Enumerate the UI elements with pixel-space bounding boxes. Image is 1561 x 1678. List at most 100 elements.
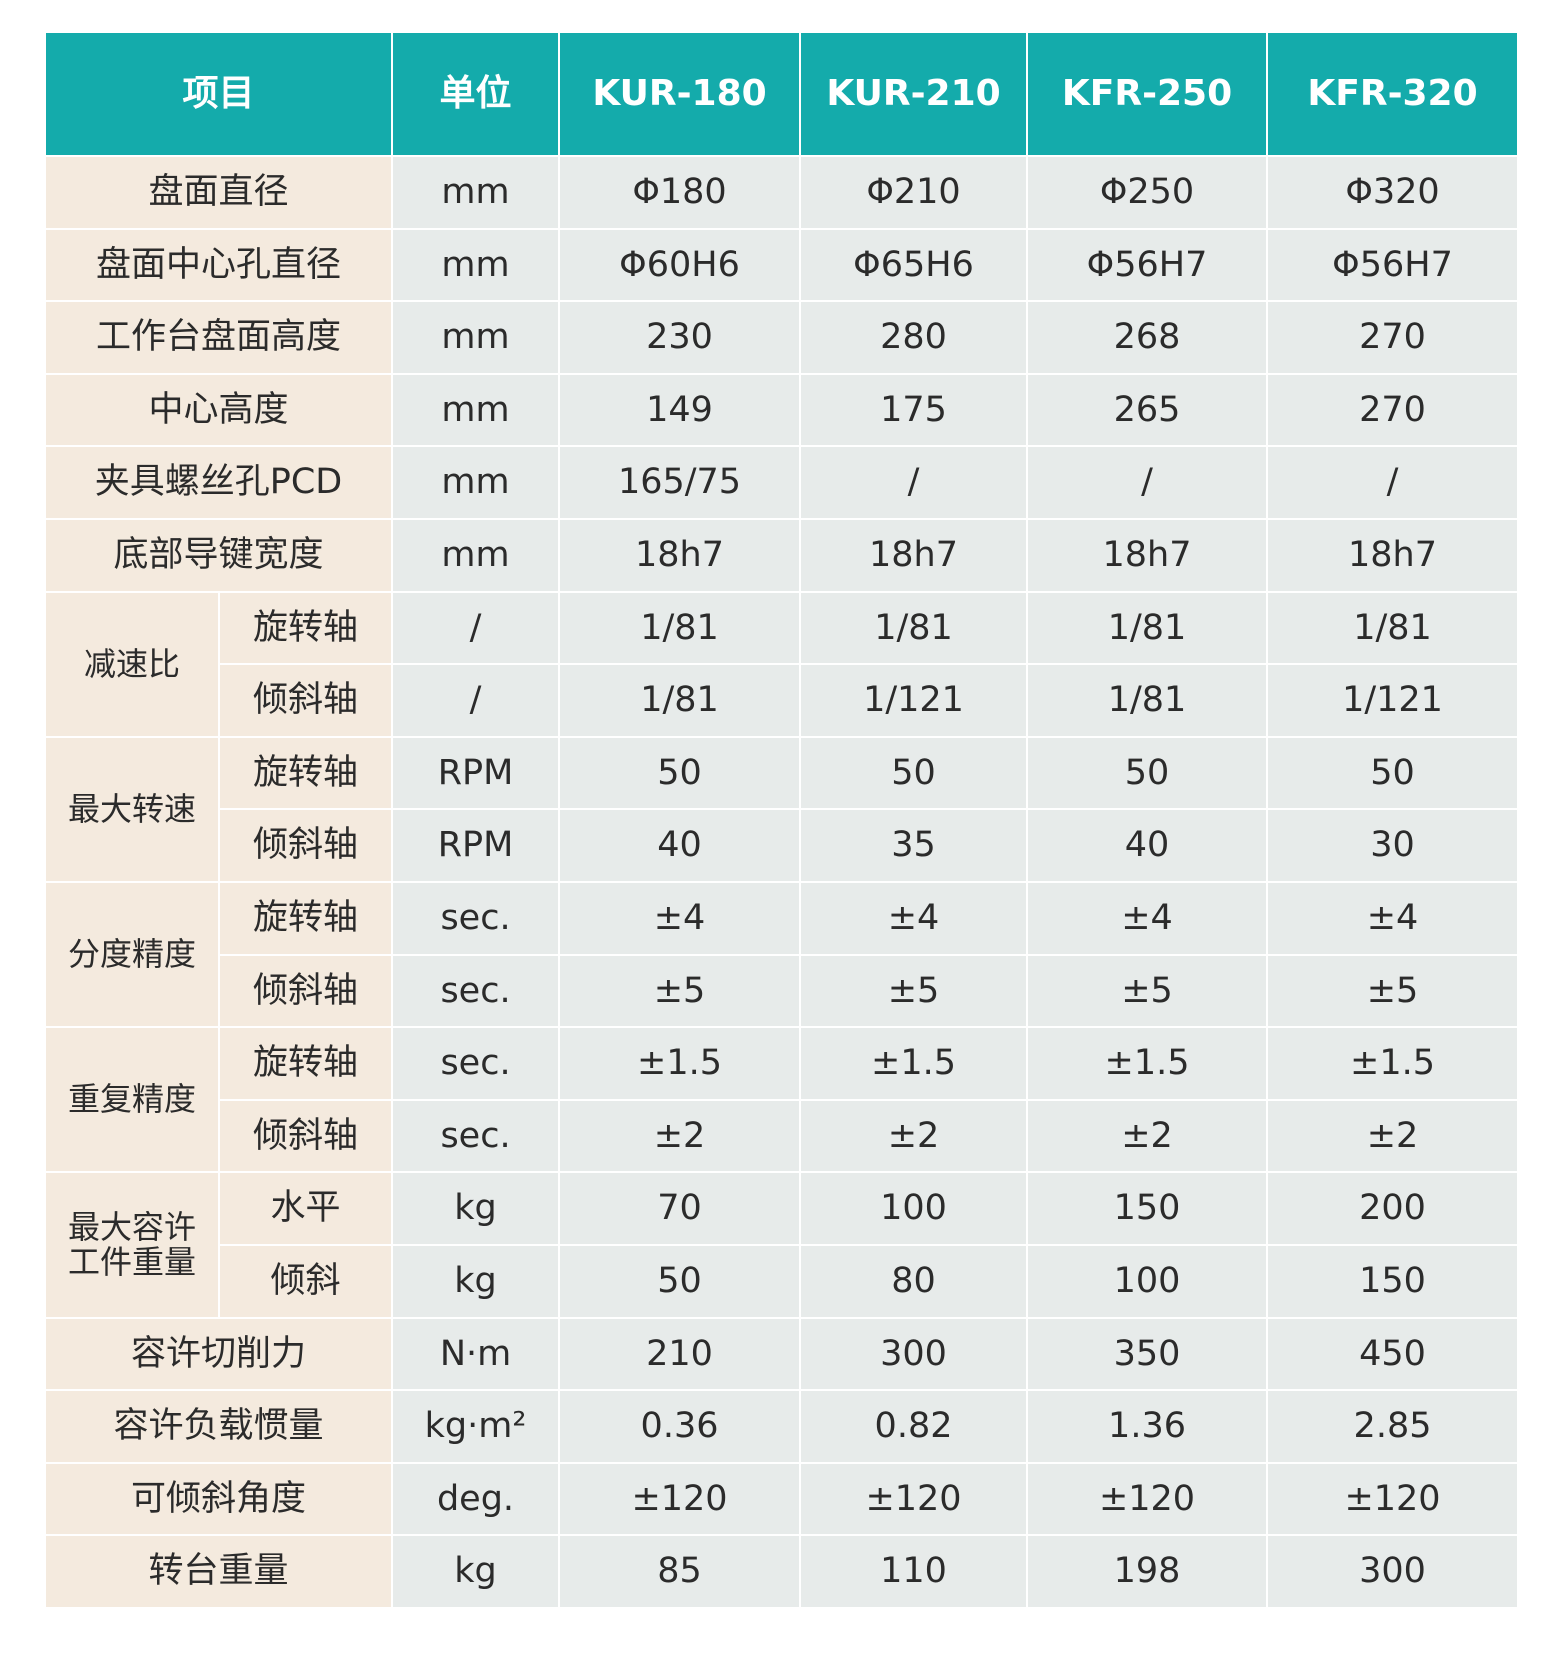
group-label: 分度精度	[44, 880, 220, 1029]
value-cell: ±1.5	[799, 1026, 1029, 1101]
value-cell: Φ210	[799, 155, 1029, 230]
value-cell: 18h7	[1266, 517, 1520, 593]
value-cell: 1/81	[1026, 590, 1269, 666]
unit-cell: RPM	[391, 735, 561, 811]
unit-cell: sec.	[391, 1098, 561, 1174]
unit-cell: mm	[391, 372, 561, 448]
value-cell: /	[1266, 445, 1520, 520]
row-label: 可倾斜角度	[43, 1461, 394, 1537]
table-body: 盘面直径 mm Φ180 Φ210 Φ250 Φ320 盘面中心孔直径 mm Φ60H6 Φ65H…	[43, 155, 1520, 1609]
table-row: 转台重量 kg 85 110 198 300	[43, 1534, 1520, 1609]
value-cell: 300	[1266, 1534, 1520, 1609]
value-cell: 70	[558, 1171, 802, 1246]
table-row: 底部导键宽度 mm 18h7 18h7 18h7 18h7	[43, 517, 1520, 593]
value-cell: Φ250	[1026, 155, 1269, 230]
sub-label: 旋转轴	[217, 735, 394, 811]
value-cell: 280	[799, 300, 1029, 375]
unit-cell: sec.	[391, 953, 561, 1029]
unit-cell: mm	[391, 155, 561, 230]
value-cell: ±120	[558, 1461, 802, 1537]
row-label: 工作台盘面高度	[43, 300, 394, 375]
sub-label: 水平	[217, 1171, 394, 1246]
table-row: 盘面直径 mm Φ180 Φ210 Φ250 Φ320	[43, 155, 1520, 230]
value-cell: ±120	[1026, 1461, 1269, 1537]
table-row: 倾斜 kg 50 80 100 150	[45, 1243, 1520, 1319]
value-cell: ±120	[1266, 1461, 1520, 1537]
value-cell: 198	[1026, 1534, 1269, 1609]
value-cell: 149	[558, 372, 802, 448]
value-cell: ±5	[558, 953, 802, 1029]
value-cell: Φ320	[1266, 155, 1520, 230]
value-cell: ±1.5	[558, 1026, 802, 1101]
value-cell: 0.82	[799, 1389, 1029, 1464]
value-cell: 85	[558, 1534, 802, 1609]
unit-cell: RPM	[391, 808, 561, 883]
unit-cell: kg	[391, 1171, 561, 1246]
value-cell: 0.36	[558, 1389, 802, 1464]
table-row: 减速比 旋转轴/1/81 1/81 1/81 1/81	[44, 590, 1520, 738]
group-label: 最大转速	[44, 735, 220, 883]
value-cell: 1/81	[1266, 590, 1520, 666]
sub-label: 旋转轴	[217, 880, 394, 956]
value-cell: ±4	[1026, 880, 1269, 956]
unit-cell: /	[391, 590, 561, 666]
value-cell: 1/121	[1266, 663, 1520, 738]
value-cell: ±1.5	[1026, 1026, 1269, 1101]
value-cell: 35	[799, 808, 1029, 883]
value-cell: ±4	[799, 880, 1029, 956]
value-cell: /	[799, 445, 1029, 520]
header-model: KUR-180	[558, 31, 802, 157]
value-cell: 1/81	[558, 663, 802, 738]
table-header: 项目 单位 KUR-180 KUR-210 KFR-250 KFR-320	[43, 31, 1520, 157]
value-cell: 165/75	[558, 445, 802, 520]
value-cell: ±4	[558, 880, 802, 956]
value-cell: 1.36	[1026, 1389, 1269, 1464]
value-cell: ±4	[1266, 880, 1520, 956]
value-cell: 50	[799, 735, 1029, 811]
row-label: 转台重量	[43, 1534, 394, 1609]
sub-label: 倾斜轴	[217, 1098, 394, 1174]
value-cell: 18h7	[799, 517, 1029, 593]
value-cell: 80	[799, 1243, 1029, 1319]
unit-cell: sec.	[391, 880, 561, 956]
header-model: KFR-320	[1266, 31, 1520, 157]
header-model: KFR-250	[1026, 31, 1269, 157]
table-row: 盘面中心孔直径 mm Φ60H6 Φ65H6 Φ56H7 Φ56H7	[43, 227, 1520, 303]
table-row: 可倾斜角度 deg. ±120 ±120 ±120 ±120	[43, 1461, 1520, 1537]
header-item: 项目	[43, 31, 394, 157]
sub-label: 旋转轴	[217, 1026, 394, 1101]
value-cell: 1/81	[1026, 663, 1269, 738]
value-cell: 50	[1026, 735, 1269, 811]
value-cell: 270	[1266, 372, 1520, 448]
value-cell: 100	[1026, 1243, 1269, 1319]
sub-label: 倾斜轴	[217, 953, 394, 1029]
value-cell: 350	[1026, 1316, 1269, 1392]
table-row: 最大转速 旋转轴 RPM 50 50 50 50	[44, 735, 1520, 883]
value-cell: Φ60H6	[558, 227, 802, 303]
row-label: 容许负载惯量	[43, 1389, 394, 1464]
table-row: 倾斜轴/1/81 1/121 1/81 1/121	[45, 663, 1520, 738]
unit-cell: mm	[391, 517, 561, 593]
value-cell: ±2	[558, 1098, 802, 1174]
row-label: 夹具螺丝孔PCD	[43, 445, 394, 520]
value-cell: 110	[799, 1534, 1029, 1609]
sub-label: 倾斜轴	[217, 808, 394, 883]
table-row: 倾斜轴 sec. ±5 ±5 ±5 ±5	[45, 953, 1520, 1029]
value-cell: 450	[1266, 1316, 1520, 1392]
value-cell: 2.85	[1266, 1389, 1520, 1464]
unit-cell: kg	[391, 1534, 561, 1609]
value-cell: 1/81	[558, 590, 802, 666]
value-cell: ±5	[1266, 953, 1520, 1029]
table-row: 中心高度 mm 149 175 265 270	[43, 372, 1520, 448]
header-unit: 单位	[391, 31, 561, 157]
table-row: 分度精度 旋转轴 sec. ±4 ±4 ±4 ±4	[44, 880, 1520, 1029]
table-row: 容许负载惯量 kg·m² 0.36 0.82 1.36 2.85	[43, 1389, 1520, 1464]
unit-cell: /	[391, 663, 561, 738]
sub-label: 旋转轴	[217, 590, 394, 666]
value-cell: 268	[1026, 300, 1269, 375]
sub-label: 倾斜	[217, 1243, 394, 1319]
value-cell: 1/121	[799, 663, 1029, 738]
value-cell: 300	[799, 1316, 1029, 1392]
table-row: 倾斜轴 RPM 40 35 40 30	[45, 808, 1520, 883]
value-cell: 100	[799, 1171, 1029, 1246]
